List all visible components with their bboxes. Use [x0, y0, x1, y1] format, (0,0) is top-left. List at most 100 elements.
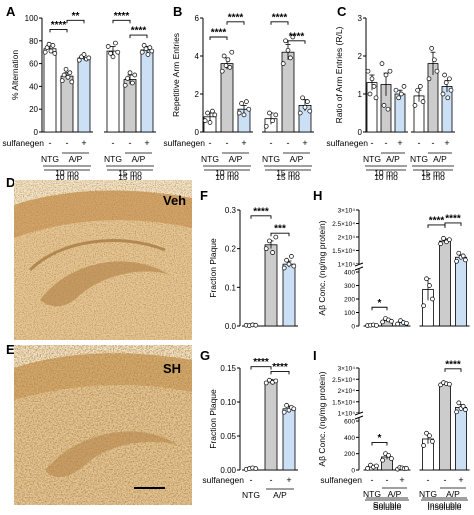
sig-stars-i: * [378, 433, 382, 444]
bar-b [220, 63, 234, 133]
data-point-f [281, 265, 287, 271]
y-tick-label-i: 600 [344, 419, 355, 426]
sign-label: - [270, 138, 273, 148]
group-label-ntg: NTG [242, 490, 260, 500]
data-point-a [105, 44, 111, 49]
data-point-b [280, 61, 286, 66]
data-point-a [81, 52, 87, 57]
treatment-label: sulfanegen [2, 138, 44, 148]
data-point-a [63, 66, 69, 72]
sig-bracket-b [226, 21, 245, 25]
group-label-ntg: NTG [363, 154, 381, 164]
y-tick-label-f: 0.1 [225, 283, 237, 292]
y-axis-label-b: Repetitive Arm Entries [171, 33, 181, 117]
data-point-i [447, 381, 452, 387]
data-point-i [380, 457, 385, 463]
sig-bracket-f [270, 232, 290, 237]
data-point-a [127, 70, 133, 76]
data-point-i [365, 466, 370, 471]
data-point-i [421, 443, 426, 448]
data-point-b [283, 38, 288, 44]
sig-stars-a: **** [131, 26, 147, 37]
data-point-f [284, 257, 289, 263]
data-point-b [300, 95, 305, 101]
sig-stars-b: **** [211, 28, 227, 39]
data-point-b [227, 65, 233, 70]
group-label-ntg: NTG [262, 154, 280, 164]
data-point-a [147, 45, 153, 50]
data-point-b [236, 110, 242, 116]
data-point-h [438, 241, 443, 247]
y-axis-label-a: % Alternation [10, 50, 20, 100]
sig-bracket-a [112, 19, 131, 24]
group-label-ap: A/P [290, 154, 304, 164]
sign-label: + [458, 475, 463, 485]
data-point-i [463, 407, 468, 412]
treatment-label: sulfanegen [320, 475, 362, 485]
data-point-b [297, 110, 303, 116]
data-point-b [290, 34, 296, 40]
sign-label: + [286, 475, 291, 485]
sign-label: - [66, 138, 69, 148]
x-annotation-b: sulfanegen - - +NTG A/P- - +NTG A/P10 mo 15 mo [163, 138, 312, 178]
data-point-b [273, 112, 279, 118]
data-point-c [442, 72, 447, 78]
data-point-c [371, 84, 377, 89]
group-label-i: Soluble [373, 500, 402, 510]
sign-label: - [386, 475, 389, 485]
data-point-h [395, 321, 400, 327]
y-tick-label-i: 400 [344, 435, 355, 442]
panel-letter-g: G [200, 348, 210, 363]
data-point-c [443, 80, 449, 85]
data-point-c [385, 106, 391, 112]
sign-label: - [209, 138, 212, 148]
y-tick-label-i: 1.5×10⁴ [332, 399, 355, 406]
sign-label: - [418, 138, 421, 148]
data-point-b [246, 106, 252, 112]
age-label: 10 mo [55, 168, 79, 178]
sig-bracket-b [270, 21, 289, 25]
y-axis-label-h: Aβ Conc. (ng/mg protein) [317, 220, 327, 315]
sign-label: + [81, 138, 86, 148]
data-point-c [367, 91, 373, 97]
sign-label: + [241, 138, 246, 148]
group-label-ap: A/P [273, 490, 287, 500]
group-label-ntg: NTG [201, 154, 219, 164]
group-label-a: 10 mo [55, 172, 79, 182]
y-tick-label-g: 0.15 [220, 364, 236, 373]
bar-f [264, 244, 278, 327]
bar-h [455, 256, 467, 327]
data-point-h [389, 318, 394, 324]
y-tick-label-h: 1×10⁴ [338, 262, 356, 269]
panel-letter-i: I [313, 348, 317, 363]
data-point-i [460, 403, 466, 409]
sig-stars-b: **** [272, 12, 288, 23]
y-axis-label-g: Fraction Plaque [208, 389, 218, 449]
sign-label: + [302, 138, 307, 148]
data-point-h [380, 319, 385, 325]
data-point-c [396, 95, 402, 101]
sig-bracket-b [209, 36, 228, 40]
data-point-c [420, 99, 426, 104]
data-point-g [281, 409, 287, 415]
data-point-c [369, 76, 375, 82]
bar-a [140, 49, 154, 133]
sig-bracket-a [66, 19, 85, 24]
data-point-b [239, 101, 244, 106]
group-label-ap: A/P [386, 154, 400, 164]
y-tick-label-h: 300 [344, 283, 355, 290]
y-tick-label-i: 200 [344, 451, 355, 458]
data-point-g [253, 466, 259, 471]
treatment-label: sulfanegen [202, 475, 244, 485]
data-point-b [270, 118, 275, 123]
group-label-c: 15 mo [421, 172, 445, 182]
data-point-c [383, 72, 389, 78]
y-tick-label-h: 400 [344, 270, 355, 277]
sig-stars-a: ** [72, 11, 80, 22]
sig-stars-a: **** [51, 20, 67, 31]
bar-i [439, 383, 451, 471]
data-point-a [141, 43, 147, 48]
sig-stars-g: **** [272, 362, 288, 373]
